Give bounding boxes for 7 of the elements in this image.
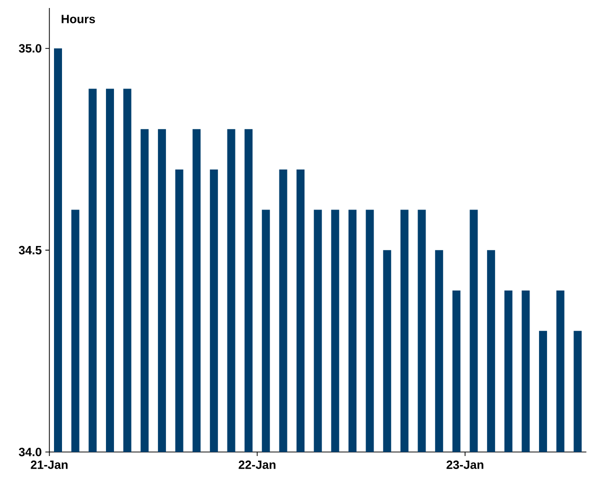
x-tick-label: 21-Jan [30,460,68,469]
y-tick-label: 35.0 [18,44,42,53]
y-axis-title: Hours [62,14,95,24]
x-tick-label: 23-Jan [446,460,484,469]
y-tick-label: 34.0 [18,448,42,456]
x-tick-label: 22-Jan [238,460,276,469]
y-tick-label: 34.5 [18,246,42,254]
